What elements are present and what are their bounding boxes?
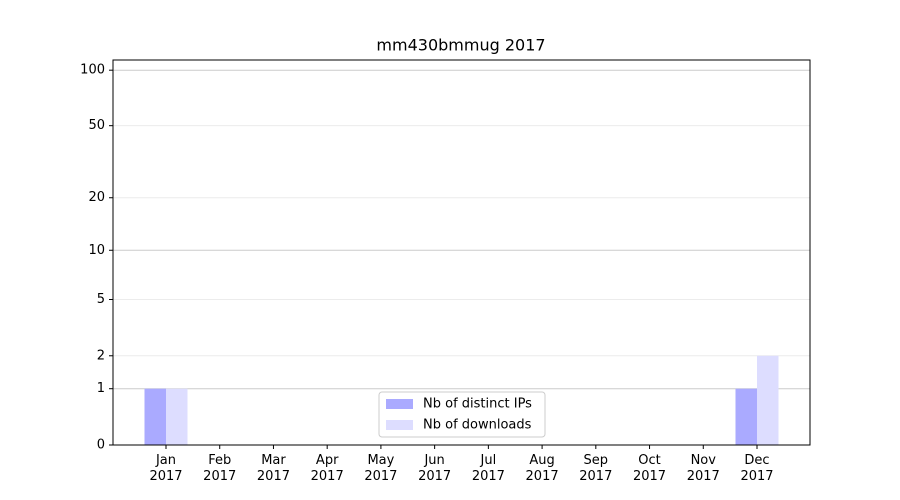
x-tick-label: Jun 2017 bbox=[418, 453, 452, 484]
legend: Nb of distinct IPs Nb of downloads bbox=[378, 391, 546, 438]
x-tick-label: Jan 2017 bbox=[149, 453, 183, 484]
plot-frame bbox=[112, 59, 811, 446]
x-tick-label: Aug 2017 bbox=[525, 453, 559, 484]
x-tick-label: Dec 2017 bbox=[740, 453, 774, 484]
legend-label: Nb of distinct IPs bbox=[423, 397, 532, 412]
y-tick-label: 0 bbox=[97, 438, 105, 453]
y-tick-label: 2 bbox=[97, 348, 105, 363]
chart-title: mm430bmmug 2017 bbox=[376, 36, 545, 55]
x-tick-label: Sep 2017 bbox=[579, 453, 613, 484]
y-tick-label: 100 bbox=[80, 63, 105, 78]
bar bbox=[735, 388, 757, 445]
x-tick-label: May 2017 bbox=[364, 453, 398, 484]
legend-swatch bbox=[386, 399, 413, 409]
x-tick-label: Nov 2017 bbox=[686, 453, 720, 484]
bar bbox=[144, 388, 166, 445]
x-tick-label: Feb 2017 bbox=[203, 453, 237, 484]
legend-label: Nb of downloads bbox=[423, 418, 532, 433]
y-tick-label: 50 bbox=[88, 118, 105, 133]
legend-swatch bbox=[386, 420, 413, 430]
y-tick-label: 1 bbox=[97, 381, 105, 396]
x-tick-label: Oct 2017 bbox=[632, 453, 667, 484]
x-tick-label: Mar 2017 bbox=[256, 453, 290, 484]
y-tick-label: 10 bbox=[88, 243, 105, 258]
x-tick-label: Apr 2017 bbox=[310, 453, 344, 484]
bar bbox=[757, 355, 779, 445]
x-tick-label: Jul 2017 bbox=[471, 453, 505, 484]
bar bbox=[166, 388, 188, 445]
y-tick-label: 20 bbox=[88, 190, 105, 205]
legend-box bbox=[378, 391, 546, 438]
y-tick-label: 5 bbox=[97, 292, 105, 307]
